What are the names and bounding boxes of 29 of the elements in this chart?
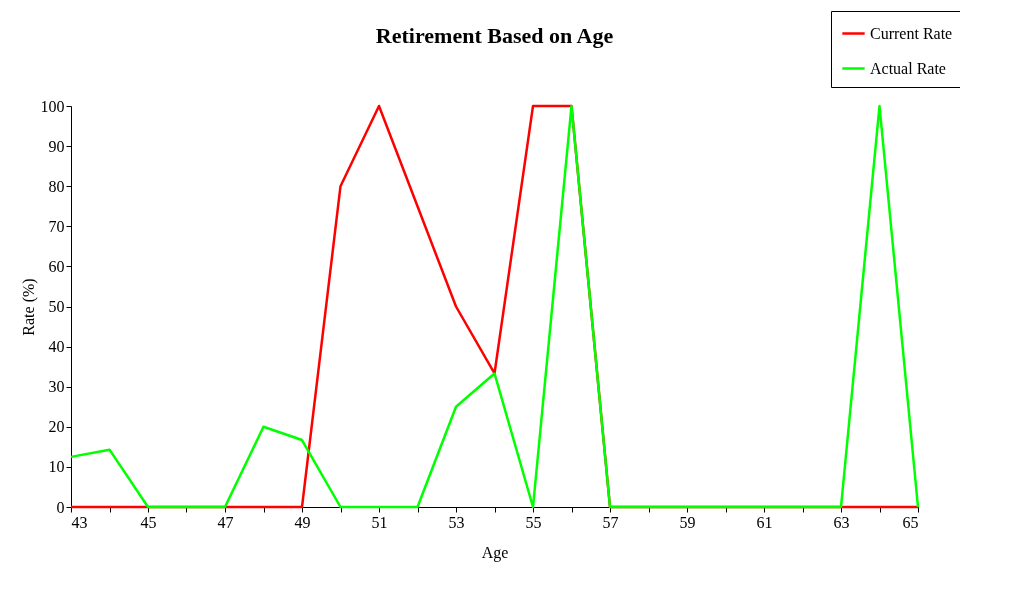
- x-tick-label: 57: [602, 513, 619, 531]
- y-tick-label: 30: [48, 378, 65, 396]
- x-tick-label: 49: [294, 513, 311, 531]
- y-tick-label: 100: [40, 97, 65, 115]
- x-tick-label: 45: [140, 513, 157, 531]
- y-tick-label: 0: [56, 498, 65, 516]
- x-tick-label: 47: [217, 513, 234, 531]
- x-tick-label: 61: [756, 513, 773, 531]
- line-series: [69, 104, 920, 509]
- y-tick-label: 90: [48, 137, 65, 155]
- x-axis-title: Age: [481, 543, 509, 562]
- x-tick-label: 63: [833, 513, 850, 531]
- x-tick-label: 51: [371, 513, 388, 531]
- x-tick-label: 65: [902, 513, 919, 531]
- x-tick-label: 43: [71, 513, 88, 531]
- y-tick-label: 20: [48, 418, 65, 436]
- y-tick-label: 70: [48, 217, 65, 235]
- y-tick-label: 60: [48, 257, 65, 275]
- y-tick-label: 10: [48, 458, 65, 476]
- x-tick-label: 55: [525, 513, 542, 531]
- y-axis-title: Rate (%): [19, 278, 38, 336]
- x-tick-label: 59: [679, 513, 696, 531]
- y-tick-label: 40: [48, 338, 65, 356]
- chart-title: Retirement Based on Age: [375, 23, 614, 48]
- y-tick-label: 50: [48, 298, 65, 315]
- legend-label: Current Rate: [870, 24, 953, 42]
- legend-label: Actual Rate: [870, 59, 946, 77]
- y-tick-label: 80: [48, 177, 65, 195]
- x-tick-label: 53: [448, 513, 465, 531]
